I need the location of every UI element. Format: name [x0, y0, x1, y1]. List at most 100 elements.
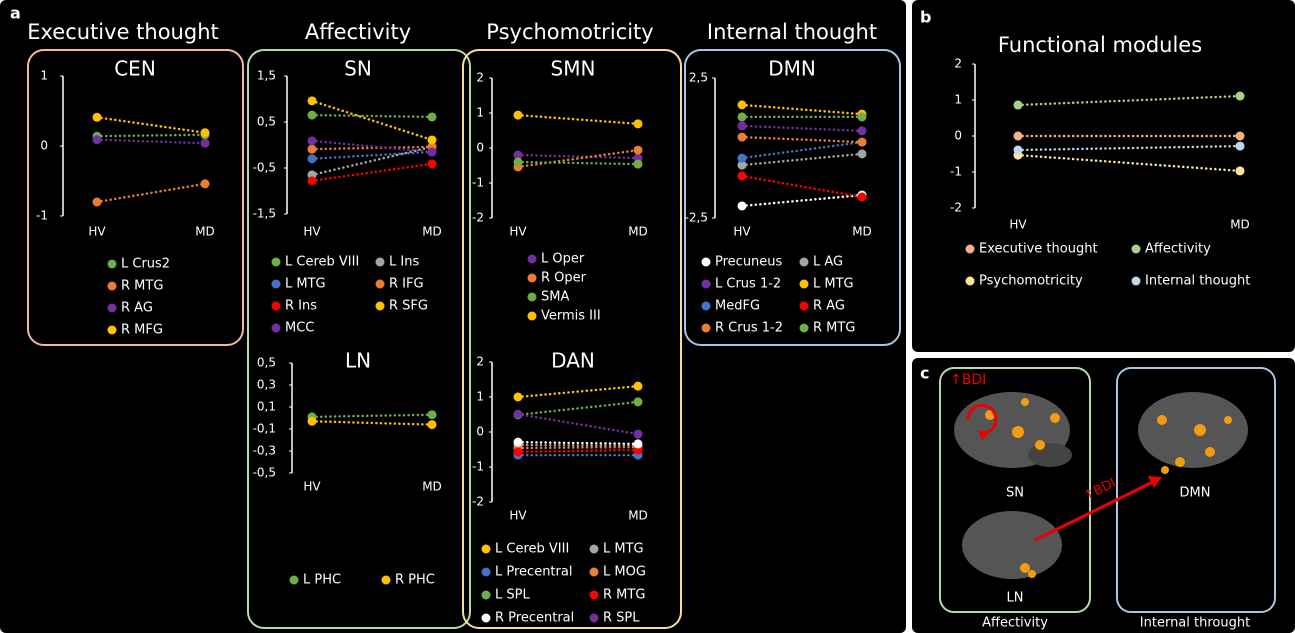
- y-tick-label: 1: [954, 93, 962, 107]
- box-internal: [684, 49, 901, 346]
- point: [1235, 131, 1245, 141]
- chart-title: SMN: [551, 57, 596, 81]
- point: [92, 197, 102, 207]
- legend-marker: [107, 259, 117, 269]
- point: [857, 149, 867, 159]
- module-label: Affectivity: [982, 616, 1048, 631]
- brain-dmn: [1138, 392, 1248, 474]
- legend-marker: [701, 257, 711, 267]
- x-tick-label: HV: [509, 509, 527, 523]
- y-tick-label: 0,5: [257, 115, 276, 129]
- series-line: [95, 138, 207, 145]
- y-tick-label: 0: [476, 141, 484, 155]
- legend-label: Executive thought: [979, 242, 1098, 257]
- y-tick-label: -0,5: [253, 161, 276, 175]
- legend-label: SMA: [541, 290, 569, 305]
- series-line: [95, 182, 207, 204]
- series-line: [310, 162, 434, 183]
- series-line: [740, 124, 864, 133]
- x-tick-label: HV: [303, 480, 321, 494]
- point: [307, 136, 317, 146]
- y-tick-label: -0,3: [253, 444, 276, 458]
- legend-label: Psychomotricity: [979, 274, 1083, 289]
- point: [633, 439, 643, 449]
- point: [633, 145, 643, 155]
- panel-b: [912, 0, 1295, 352]
- legend-label: Precuneus: [715, 255, 783, 270]
- point: [737, 121, 747, 131]
- section-title: Executive thought: [27, 20, 219, 44]
- point: [633, 397, 643, 407]
- section-title: Affectivity: [305, 20, 411, 44]
- legend-marker: [799, 301, 809, 311]
- legend-label: L Crus 1-2: [715, 277, 781, 292]
- x-tick-label: MD: [628, 225, 648, 239]
- legend-label: R AG: [121, 301, 153, 316]
- legend-label: Internal thought: [1145, 274, 1250, 289]
- legend-label: R MFG: [121, 323, 163, 338]
- point: [1235, 91, 1245, 101]
- series-line: [516, 160, 640, 166]
- legend-marker: [527, 273, 537, 283]
- series-line: [740, 103, 864, 116]
- series-line: [740, 152, 864, 167]
- y-tick-label: -1: [36, 209, 48, 223]
- series-line: [516, 153, 640, 160]
- y-tick-label: 1: [476, 390, 484, 404]
- y-tick-label: -1: [472, 460, 484, 474]
- point: [857, 112, 867, 122]
- loop-arrow: [966, 403, 998, 435]
- panel-label: b: [920, 8, 931, 27]
- legend-marker: [527, 254, 537, 264]
- legend-marker: [375, 301, 385, 311]
- legend-label: MedFG: [715, 299, 760, 314]
- point: [427, 135, 437, 145]
- x-tick-label: MD: [1230, 218, 1250, 232]
- series-line: [310, 420, 434, 426]
- y-tick-label: 0,1: [257, 400, 276, 414]
- y-tick-label: 0: [476, 425, 484, 439]
- point: [1235, 166, 1245, 176]
- x-tick-label: HV: [1009, 218, 1027, 232]
- series-line: [516, 443, 640, 448]
- point: [513, 437, 523, 447]
- point: [513, 157, 523, 167]
- chart-title: DMN: [768, 57, 816, 81]
- legend-marker: [271, 323, 281, 333]
- series-line: [1016, 153, 1242, 173]
- point: [307, 416, 317, 426]
- y-tick-label: 2,5: [689, 71, 708, 85]
- point: [427, 410, 437, 420]
- arrowhead: [978, 430, 990, 440]
- chart-title: Functional modules: [998, 33, 1202, 57]
- point: [633, 429, 643, 439]
- series-line: [516, 148, 640, 169]
- section-title: Internal thought: [707, 20, 877, 44]
- x-tick-label: MD: [195, 225, 215, 239]
- series-line: [516, 445, 640, 450]
- legend-marker: [481, 544, 491, 554]
- x-tick-label: HV: [509, 225, 527, 239]
- legend-label: R SFG: [389, 299, 428, 314]
- point: [737, 100, 747, 110]
- legend-label: R MTG: [121, 279, 163, 294]
- series-line: [310, 145, 434, 151]
- box-affectivity: [247, 49, 471, 629]
- series-line: [740, 135, 864, 144]
- network-label: SN: [1006, 486, 1024, 501]
- legend-label: R MTG: [603, 588, 645, 603]
- legend-label: R Crus 1-2: [715, 321, 783, 336]
- box-executive: [27, 49, 244, 346]
- legend-marker: [289, 575, 299, 585]
- y-tick-label: 2: [476, 71, 484, 85]
- series-line: [740, 174, 864, 199]
- series-line: [95, 133, 207, 138]
- series-line: [1016, 94, 1242, 107]
- panel-a: [0, 0, 906, 633]
- series-line: [310, 150, 434, 161]
- legend-label: R Oper: [541, 271, 587, 286]
- point: [513, 110, 523, 120]
- point: [1013, 131, 1023, 141]
- box-psychomotricity: [462, 49, 682, 629]
